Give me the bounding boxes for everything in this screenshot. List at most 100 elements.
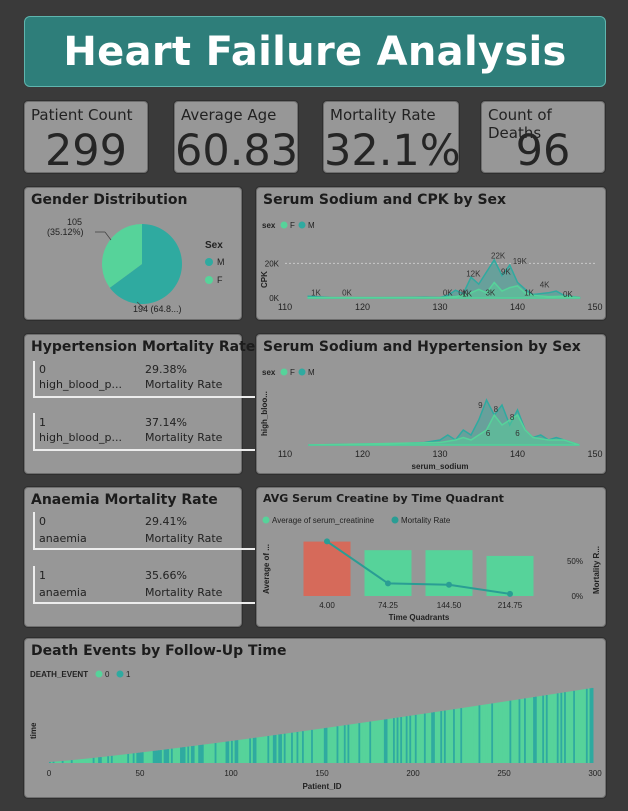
death-bar[interactable] [218,742,221,763]
death-bar[interactable] [234,740,237,763]
death-bar[interactable] [183,747,186,763]
death-bar[interactable] [392,718,396,763]
death-bar[interactable] [382,719,385,763]
death-bar[interactable] [214,743,217,763]
death-bar[interactable] [261,736,265,763]
death-bar[interactable] [372,721,376,763]
death-bar[interactable] [380,719,383,763]
death-bar[interactable] [260,736,263,763]
death-bar[interactable] [229,741,232,763]
death-bar[interactable] [567,691,570,763]
death-bar[interactable] [498,702,501,763]
death-bar[interactable] [467,707,470,763]
death-bar[interactable] [238,739,241,763]
death-bar[interactable] [203,744,206,763]
death-bar[interactable] [429,712,432,763]
death-bar[interactable] [123,754,126,763]
death-bar[interactable] [167,749,170,763]
death-bar[interactable] [332,726,336,763]
death-bar[interactable] [190,746,194,763]
death-bar[interactable] [160,750,163,763]
death-bar[interactable] [413,715,416,763]
death-bar[interactable] [236,740,239,763]
death-bar[interactable] [374,720,377,763]
death-bar[interactable] [456,708,459,763]
death-bar[interactable] [383,719,387,763]
death-bar[interactable] [74,759,77,763]
death-bar[interactable] [513,700,516,763]
death-bar[interactable] [112,755,115,763]
death-bar[interactable] [438,711,441,763]
death-bar[interactable] [298,731,301,763]
death-bar[interactable] [411,715,414,763]
death-bar[interactable] [489,703,492,763]
death-bar[interactable] [405,716,408,763]
death-bar[interactable] [474,705,478,763]
kpi-mortality-rate[interactable]: Mortality Rate 32.1% [323,101,461,176]
death-bar[interactable] [571,691,574,763]
death-bar[interactable] [289,732,292,763]
death-bar[interactable] [78,759,81,763]
death-bar[interactable] [436,711,439,763]
death-bar[interactable] [569,691,572,763]
death-bar[interactable] [534,696,538,763]
death-bar[interactable] [573,690,576,763]
death-bar[interactable] [212,743,215,763]
death-bar[interactable] [414,714,417,763]
death-bar[interactable] [522,698,525,763]
area-series-m[interactable] [308,398,580,446]
death-bar[interactable] [285,733,288,763]
death-bar[interactable] [110,755,114,763]
death-bar[interactable] [176,747,179,763]
death-bar[interactable] [85,758,88,763]
death-bar[interactable] [531,697,534,763]
death-bar[interactable] [251,738,254,763]
death-bar[interactable] [210,743,214,763]
death-bar[interactable] [240,739,243,763]
death-bar[interactable] [343,725,346,763]
death-bar[interactable] [90,758,93,763]
death-bar[interactable] [322,728,325,763]
death-bar[interactable] [278,734,281,763]
death-bar[interactable] [576,690,579,763]
death-bar[interactable] [49,761,52,763]
death-bar[interactable] [152,750,155,763]
death-bar[interactable] [469,706,472,763]
death-bar[interactable] [480,705,483,763]
death-bar[interactable] [560,692,563,763]
death-bar[interactable] [483,704,487,763]
death-bar[interactable] [161,749,164,763]
death-bar[interactable] [174,748,177,763]
death-bar[interactable] [294,732,297,763]
quadrant-bar[interactable] [486,555,534,596]
death-bar[interactable] [169,748,172,763]
death-bar[interactable] [267,735,270,763]
sodium-cpk-panel[interactable]: Serum Sodium and CPK by Sex sex F M 110 120 1… [256,187,606,320]
death-bar[interactable] [447,710,450,763]
death-bar[interactable] [181,747,184,763]
sodium-htn-chart[interactable]: sex F M 110 120 130 140 150 high_bloo... serum_so… [257,335,605,473]
death-bar[interactable] [564,692,567,763]
death-bar[interactable] [254,737,257,763]
death-bar[interactable] [56,761,59,763]
death-bar[interactable] [394,717,397,763]
creatinine-quadrant-chart[interactable]: Average of serum_creatinine Mortality Rat… [257,488,605,626]
death-bar[interactable] [385,719,388,763]
death-bar[interactable] [89,758,92,763]
mortality-point[interactable] [324,538,330,545]
death-bar[interactable] [329,727,332,763]
death-bar[interactable] [241,739,245,763]
death-bar[interactable] [529,697,532,763]
death-bar[interactable] [143,752,146,763]
quadrant-bar[interactable] [303,541,351,596]
death-bar[interactable] [103,756,106,763]
death-bar[interactable] [301,731,305,763]
death-bar[interactable] [494,702,498,763]
death-bar[interactable] [205,744,208,763]
death-bar[interactable] [347,724,350,763]
area-series-f[interactable] [307,281,581,299]
death-bar[interactable] [434,711,437,763]
death-bar[interactable] [340,725,343,763]
death-bar[interactable] [356,723,359,763]
death-bar[interactable] [502,701,505,763]
